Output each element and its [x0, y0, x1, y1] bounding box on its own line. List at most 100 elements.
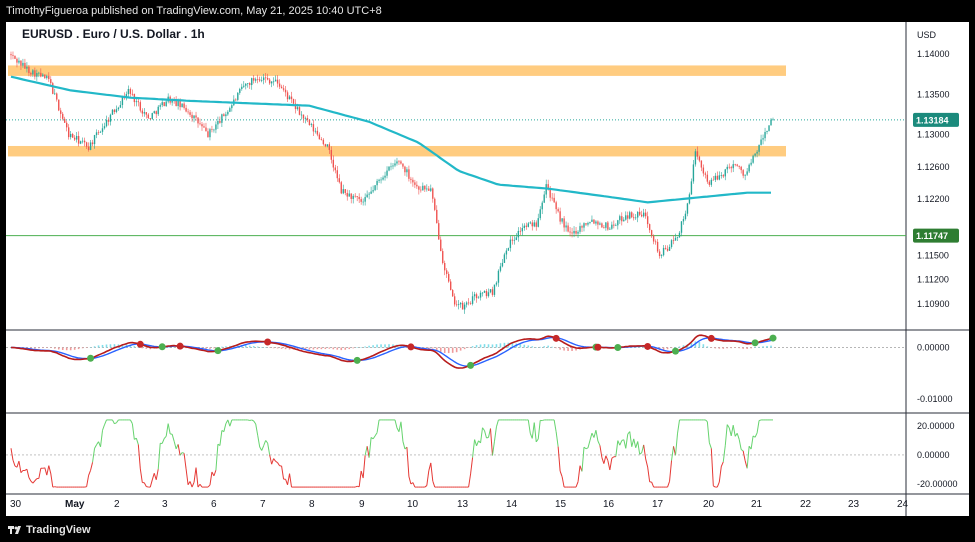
- candle-body: [396, 161, 398, 164]
- oscillator-segment: [179, 452, 183, 456]
- oscillator-segment: [720, 461, 724, 467]
- oscillator-segment: [374, 432, 378, 437]
- candle-body: [762, 138, 764, 140]
- macd-histogram-bar: [276, 347, 279, 349]
- candle-body: [716, 175, 718, 180]
- oscillator-segment: [193, 467, 197, 483]
- candle-body: [664, 247, 667, 249]
- macd-histogram-bar: [113, 344, 116, 348]
- candle-body: [22, 62, 24, 66]
- time-tick-label: 22: [800, 499, 812, 510]
- macd-histogram-bar: [539, 346, 542, 348]
- macd-cross-dot: [672, 347, 680, 355]
- candle-body: [131, 93, 134, 95]
- candle-body: [607, 222, 609, 230]
- candle-body: [738, 165, 740, 167]
- candle-body: [720, 175, 722, 176]
- oscillator-segment: [575, 481, 579, 488]
- oscillator-segment: [207, 484, 211, 488]
- candle-body: [467, 302, 470, 304]
- candle-body: [296, 107, 299, 110]
- oscillator-segment: [165, 423, 169, 437]
- macd-histogram-bar: [85, 347, 88, 349]
- candle-body: [229, 108, 231, 112]
- macd-histogram-bar: [312, 347, 315, 350]
- candle-body: [161, 102, 163, 106]
- macd-tick-label: 0.00000: [917, 343, 950, 353]
- oscillator-segment: [48, 465, 52, 474]
- oscillator-segment: [625, 434, 629, 449]
- oscillator-segment: [716, 481, 720, 488]
- candle-body: [334, 167, 336, 171]
- oscillator-segment: [44, 467, 48, 476]
- macd-histogram-bar: [149, 347, 152, 350]
- macd-histogram-bar: [368, 345, 370, 348]
- macd-cross-dot: [552, 334, 560, 342]
- candle-body: [235, 99, 237, 101]
- oscillator-segment: [271, 458, 275, 465]
- oscillator-segment: [251, 419, 254, 422]
- oscillator-segment: [633, 438, 637, 448]
- oscillator-segment: [491, 441, 495, 456]
- macd-cross-dot: [353, 356, 361, 364]
- candle-body: [257, 79, 259, 80]
- oscillator-segment: [629, 431, 633, 447]
- oscillator-segment: [149, 479, 153, 488]
- candle-body: [89, 142, 92, 150]
- oscillator-segment: [177, 444, 181, 456]
- candle-body: [404, 166, 406, 173]
- candle-body: [93, 135, 96, 145]
- macd-histogram-bar: [173, 346, 175, 348]
- oscillator-segment: [265, 440, 269, 444]
- candle-body: [706, 174, 709, 182]
- support-level-label: 1.11747: [916, 231, 948, 241]
- candle-body: [380, 179, 382, 181]
- candle-body: [318, 134, 321, 140]
- candle-body: [483, 290, 486, 293]
- oscillator-segment: [623, 439, 627, 449]
- price-tick-label: 1.13000: [917, 130, 950, 140]
- candle-body: [656, 241, 659, 252]
- candle-body: [342, 189, 344, 194]
- macd-histogram-bar: [57, 347, 60, 350]
- candle-body: [567, 225, 569, 232]
- candle-body: [139, 102, 142, 111]
- macd-histogram-bar: [105, 344, 108, 348]
- oscillator-segment: [263, 440, 267, 446]
- candle-body: [97, 132, 100, 134]
- candle-body: [175, 99, 177, 107]
- candle-body: [718, 175, 720, 180]
- macd-histogram-bar: [284, 347, 287, 350]
- macd-histogram-bar: [256, 346, 259, 348]
- time-tick-label: 16: [603, 499, 615, 510]
- candle-body: [237, 92, 239, 100]
- candle-body: [378, 179, 380, 181]
- macd-histogram-bar: [376, 344, 378, 348]
- oscillator-segment: [229, 419, 233, 427]
- oscillator-segment: [161, 438, 165, 444]
- macd-histogram-bar: [205, 347, 207, 350]
- candle-body: [509, 239, 512, 249]
- candle-body: [635, 217, 637, 219]
- candle-body: [595, 221, 597, 224]
- candle-body: [312, 124, 315, 132]
- candle-body: [736, 164, 738, 166]
- macd-cross-dot: [214, 347, 222, 355]
- oscillator-segment: [88, 470, 92, 476]
- candle-body: [676, 237, 679, 238]
- macd-histogram-bar: [165, 347, 167, 348]
- candle-body: [489, 289, 492, 293]
- candle-body: [448, 273, 450, 282]
- oscillator-segment: [643, 444, 647, 459]
- oscillator-segment: [191, 482, 195, 488]
- candle-body: [205, 127, 207, 132]
- candle-body: [358, 196, 360, 200]
- macd-cross-dot: [707, 334, 715, 342]
- candle-body: [440, 239, 442, 252]
- oscillator-segment: [163, 435, 167, 439]
- candle-body: [157, 106, 159, 115]
- oscillator-segment: [675, 433, 679, 456]
- candle-body: [36, 73, 38, 77]
- oscillator-segment: [173, 441, 177, 449]
- candle-body: [322, 139, 325, 145]
